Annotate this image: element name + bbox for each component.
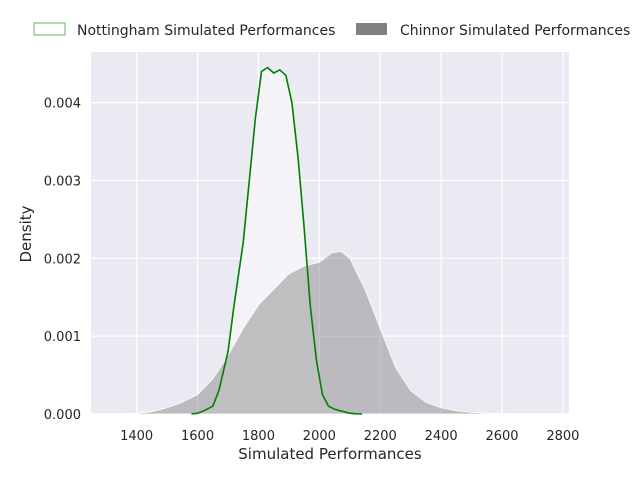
y-axis-label: Density [17,205,35,262]
plot-background [91,52,569,414]
x-tick-label: 2400 [425,429,458,444]
series-layer [115,66,551,415]
x-tick-label: 2800 [546,429,579,444]
x-tick-label: 1400 [120,429,153,444]
legend-swatch-chinnor [356,23,387,35]
legend-swatch-nottingham [33,22,66,36]
x-axis: 1400 1600 1800 2000 2200 2400 2600 2800 [120,429,579,444]
legend: Nottingham Simulated Performances Chinno… [33,22,630,39]
y-tick-label: 0.000 [44,408,81,423]
x-tick-label: 1800 [242,429,275,444]
x-tick-label: 1600 [181,429,214,444]
x-tick-label: 2000 [303,429,336,444]
legend-label-chinnor: Chinnor Simulated Performances [400,23,630,39]
nottingham-density-fill [191,67,362,414]
legend-label-nottingham: Nottingham Simulated Performances [77,23,335,39]
y-tick-label: 0.001 [44,330,81,345]
y-axis: 0.000 0.001 0.002 0.003 0.004 [44,97,81,423]
x-axis-label: Simulated Performances [238,445,422,463]
x-tick-label: 2200 [364,429,397,444]
nottingham-density-line [191,66,363,415]
y-tick-label: 0.002 [44,252,81,267]
chinnor-density-area [115,250,551,415]
y-tick-label: 0.004 [44,97,81,112]
y-tick-label: 0.003 [44,174,81,189]
x-tick-label: 2600 [485,429,518,444]
